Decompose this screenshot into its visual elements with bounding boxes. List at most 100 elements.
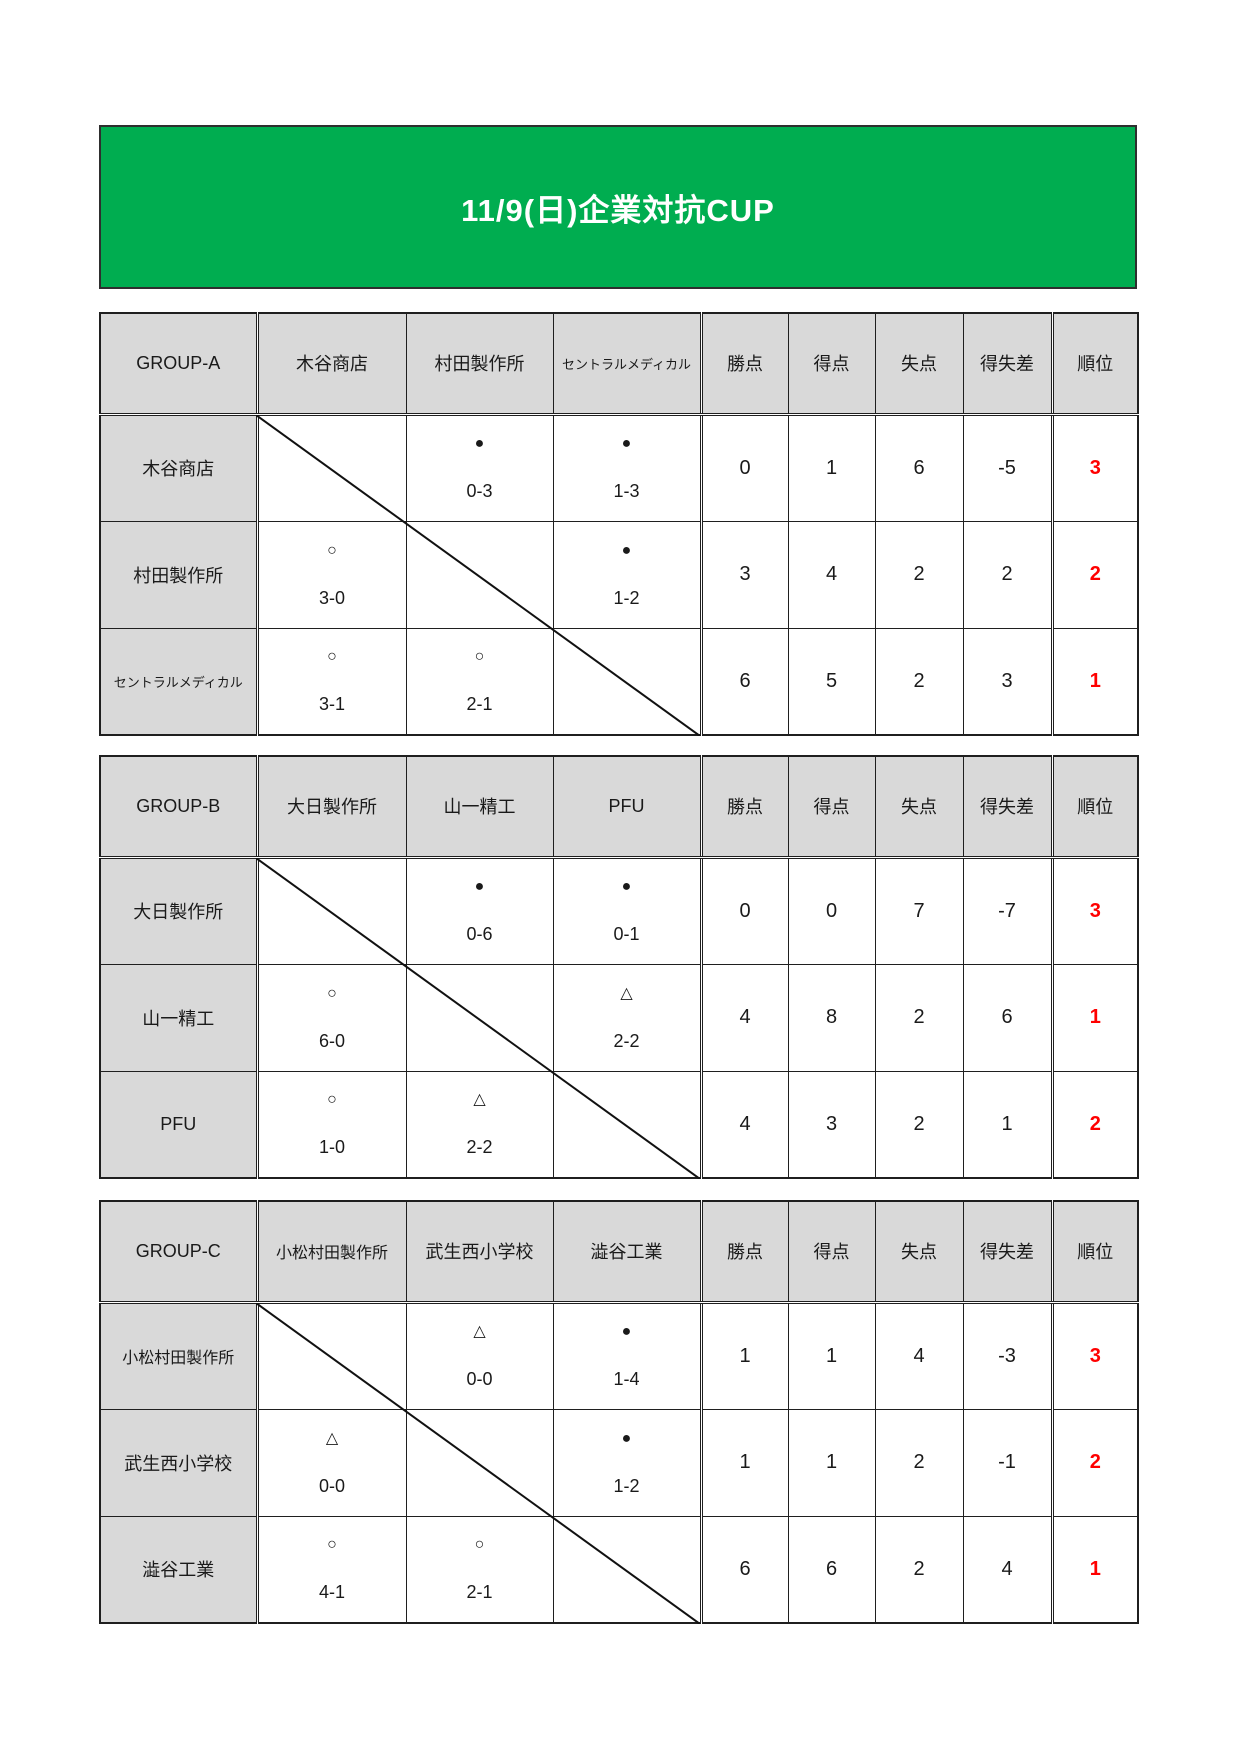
result-mark: ● <box>621 435 632 452</box>
result-score: 6-0 <box>318 1030 345 1051</box>
row-team-label: 武生西小学校 <box>99 1408 258 1517</box>
stat-column-header: 得失差 <box>962 755 1053 859</box>
result-score: 0-0 <box>318 1475 345 1496</box>
result-score: 1-0 <box>318 1137 345 1158</box>
result-cell: ● 0-1 <box>552 856 702 965</box>
goals-for-cell: 6 <box>787 1515 876 1624</box>
tournament-title: 11/9(日)企業対抗CUP <box>461 192 775 228</box>
result-score: 2-1 <box>466 694 493 715</box>
group-a-section: GROUP-A 木谷商店 村田製作所 セントラルメディカル 勝点 得点 失点 得… <box>99 312 1139 736</box>
team-column-header: 小松村田製作所 <box>255 1200 407 1304</box>
result-mark: ○ <box>327 648 337 666</box>
stat-column-header: 得失差 <box>962 1200 1053 1304</box>
row-team-label: 村田製作所 <box>99 520 258 629</box>
group-name: GROUP-C <box>99 1200 258 1304</box>
rank-cell: 3 <box>1050 1301 1139 1410</box>
title-banner: 11/9(日)企業対抗CUP <box>99 125 1137 289</box>
goals-against-cell: 2 <box>874 627 964 736</box>
result-score: 0-3 <box>466 481 493 501</box>
goal-diff-cell: -1 <box>962 1408 1053 1517</box>
team-row: 武生西小学校 △ 0-0 ● 1-2 1 1 2 -1 2 <box>99 1408 1139 1517</box>
stat-column-header: 勝点 <box>699 1200 789 1304</box>
goals-for-cell: 3 <box>787 1070 876 1179</box>
goal-diff-cell: 2 <box>962 520 1053 629</box>
result-cell: ● 1-2 <box>552 1408 702 1517</box>
team-column-header: 大日製作所 <box>255 755 407 859</box>
result-cell: ● 1-4 <box>552 1301 702 1410</box>
result-cell: △ 0-0 <box>255 1408 407 1517</box>
goal-diff-cell: -3 <box>962 1301 1053 1410</box>
goal-diff-cell: -5 <box>962 413 1053 522</box>
header-row: GROUP-A 木谷商店 村田製作所 セントラルメディカル 勝点 得点 失点 得… <box>99 312 1139 416</box>
result-cell-self <box>405 1408 554 1517</box>
goals-against-cell: 6 <box>874 413 964 522</box>
points-cell: 1 <box>699 1301 789 1410</box>
team-column-header: 山一精工 <box>405 755 554 859</box>
goal-diff-cell: 6 <box>962 963 1053 1072</box>
result-score: 1-3 <box>613 481 640 501</box>
points-cell: 0 <box>699 413 789 522</box>
team-column-header: 村田製作所 <box>405 312 554 416</box>
result-cell: ○ 2-1 <box>405 1515 554 1624</box>
row-team-label: 木谷商店 <box>99 413 258 522</box>
group-c-section: GROUP-C 小松村田製作所 武生西小学校 澁谷工業 勝点 得点 失点 得失差… <box>99 1200 1139 1624</box>
points-cell: 4 <box>699 1070 789 1179</box>
rank-cell: 3 <box>1050 413 1139 522</box>
result-score: 1-4 <box>613 1369 640 1389</box>
goals-against-cell: 7 <box>874 856 964 965</box>
row-team-label: 山一精工 <box>99 963 258 1072</box>
result-cell: ● 0-6 <box>405 856 554 965</box>
group-b-table: GROUP-B 大日製作所 山一精工 PFU 勝点 得点 失点 得失差 順位 大… <box>99 755 1139 1179</box>
result-mark: ● <box>621 1429 632 1447</box>
result-mark: ○ <box>327 1091 337 1109</box>
team-row: 木谷商店 ● 0-3 ● 1-3 0 1 6 -5 3 <box>99 413 1139 522</box>
result-cell-self <box>552 1515 702 1624</box>
result-cell: △ 0-0 <box>405 1301 554 1410</box>
result-mark: ○ <box>327 541 337 559</box>
stat-column-header: 勝点 <box>699 755 789 859</box>
result-cell: △ 2-2 <box>552 963 702 1072</box>
team-row: 小松村田製作所 △ 0-0 ● 1-4 1 1 4 -3 3 <box>99 1301 1139 1410</box>
row-team-label: PFU <box>99 1070 258 1179</box>
header-row: GROUP-B 大日製作所 山一精工 PFU 勝点 得点 失点 得失差 順位 <box>99 755 1139 859</box>
stat-column-header: 失点 <box>874 312 964 416</box>
goal-diff-cell: 3 <box>962 627 1053 736</box>
result-mark: ○ <box>327 984 337 1002</box>
result-cell-self <box>552 1070 702 1179</box>
result-score: 2-1 <box>466 1582 493 1603</box>
result-mark: ● <box>474 878 485 895</box>
row-team-label: セントラルメディカル <box>99 627 258 736</box>
team-column-header: セントラルメディカル <box>552 312 702 416</box>
goals-against-cell: 2 <box>874 1515 964 1624</box>
rank-cell: 3 <box>1050 856 1139 965</box>
result-cell: ○ 2-1 <box>405 627 554 736</box>
team-row: PFU ○ 1-0 △ 2-2 4 3 2 1 2 <box>99 1070 1139 1179</box>
result-mark: ○ <box>327 1536 337 1554</box>
goals-against-cell: 2 <box>874 1408 964 1517</box>
rank-cell: 2 <box>1050 1070 1139 1179</box>
points-cell: 1 <box>699 1408 789 1517</box>
stat-column-header: 勝点 <box>699 312 789 416</box>
result-mark: ● <box>474 435 485 452</box>
points-cell: 4 <box>699 963 789 1072</box>
stat-column-header: 得点 <box>787 1200 876 1304</box>
goals-against-cell: 2 <box>874 963 964 1072</box>
result-cell-self <box>255 413 407 522</box>
goals-for-cell: 4 <box>787 520 876 629</box>
rank-cell: 2 <box>1050 520 1139 629</box>
team-column-header: 木谷商店 <box>255 312 407 416</box>
group-c-table: GROUP-C 小松村田製作所 武生西小学校 澁谷工業 勝点 得点 失点 得失差… <box>99 1200 1139 1624</box>
team-row: 澁谷工業 ○ 4-1 ○ 2-1 6 6 2 4 1 <box>99 1515 1139 1624</box>
result-mark: △ <box>325 1429 339 1447</box>
row-team-label: 小松村田製作所 <box>99 1301 258 1410</box>
goals-against-cell: 2 <box>874 1070 964 1179</box>
team-column-header: PFU <box>552 755 702 859</box>
team-column-header: 武生西小学校 <box>405 1200 554 1304</box>
result-cell-self <box>552 627 702 736</box>
points-cell: 3 <box>699 520 789 629</box>
rank-cell: 1 <box>1050 1515 1139 1624</box>
goals-for-cell: 0 <box>787 856 876 965</box>
goals-against-cell: 4 <box>874 1301 964 1410</box>
result-cell: ● 0-3 <box>405 413 554 522</box>
stat-column-header: 得点 <box>787 312 876 416</box>
